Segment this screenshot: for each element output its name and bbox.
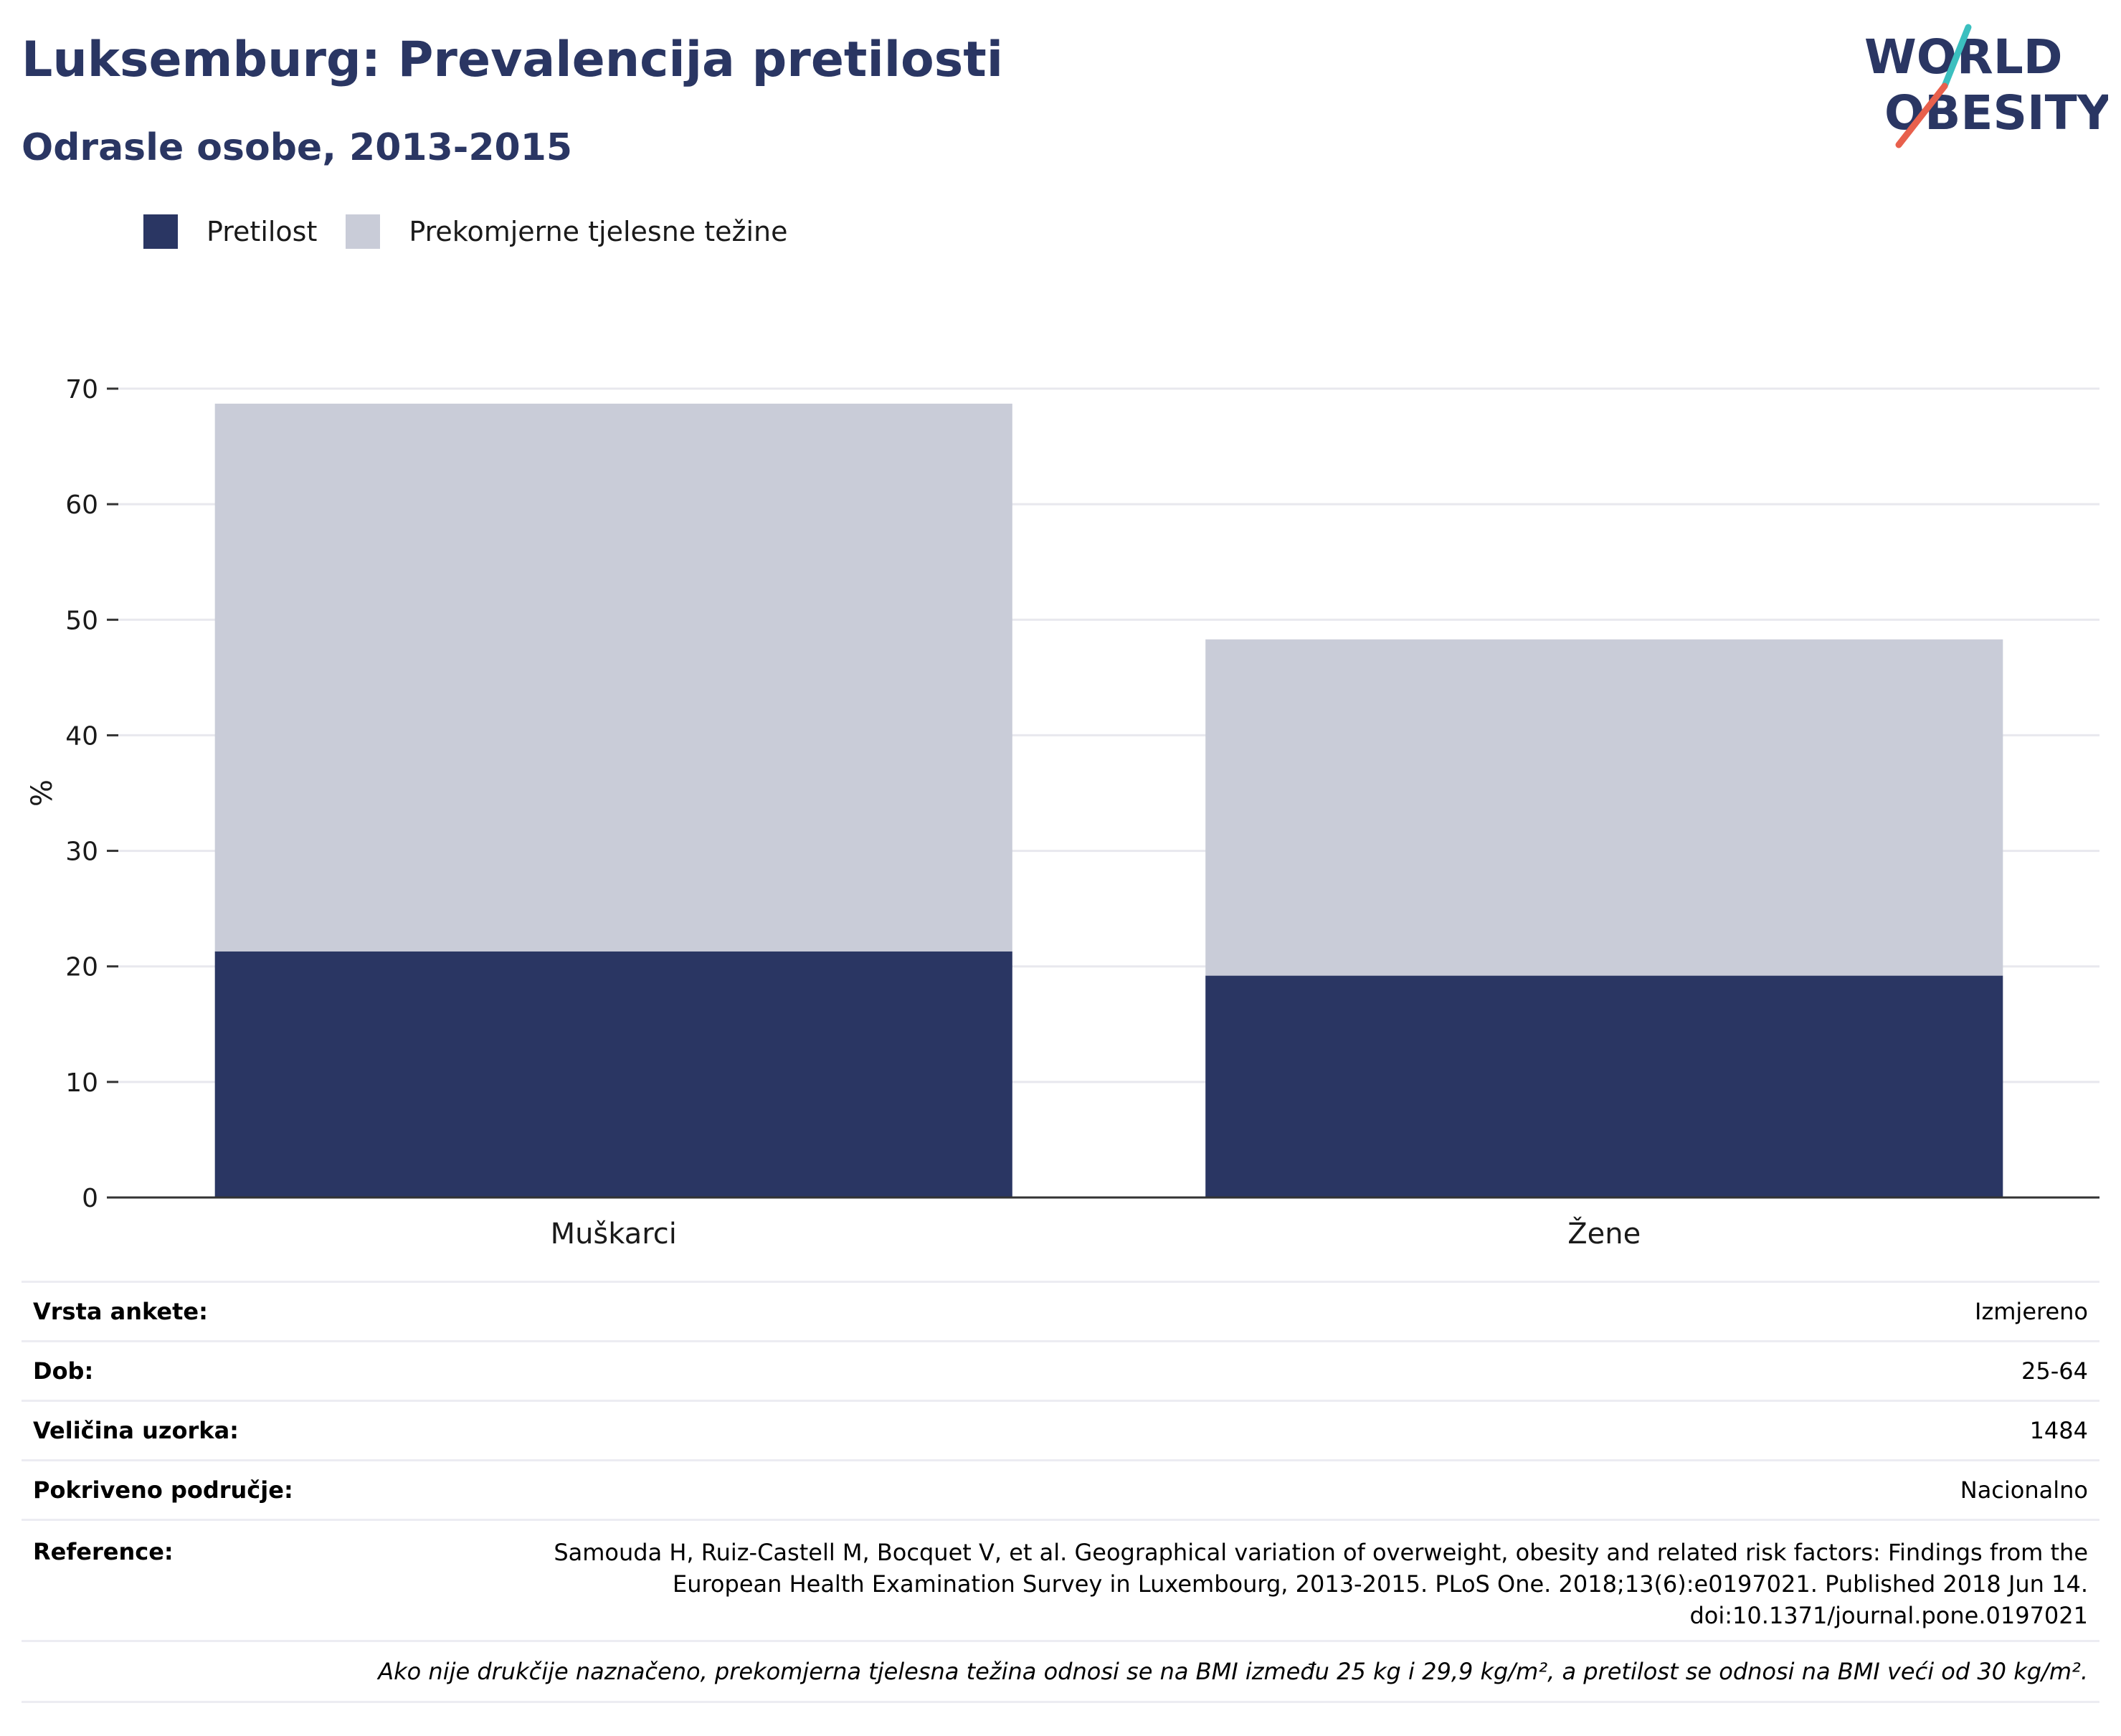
bar-obesity-1 [1205,975,2003,1197]
y-tick-label: 10 [65,1068,98,1098]
info-value: 1484 [2029,1417,2088,1444]
info-row-survey-type: Vrsta ankete: Izmjereno [22,1281,2099,1340]
survey-info-table: Vrsta ankete: Izmjereno Dob: 25-64 Velič… [22,1281,2099,1703]
logo-slash-coral [1895,82,1948,148]
y-tick-label: 20 [65,953,98,982]
bar-overweight-1 [1205,639,2003,976]
info-value: Nacionalno [1960,1476,2088,1504]
legend-swatch-obesity [143,214,178,249]
legend-item-obesity[interactable]: Pretilost [143,214,317,249]
info-row-note: Ako nije drukčije naznačeno, prekomjerna… [22,1640,2099,1703]
info-label: Veličina uzorka: [33,1417,239,1444]
world-obesity-logo: WORLD OBESITY [1864,24,2108,148]
info-label: Pokriveno područje: [33,1476,293,1504]
legend-label-obesity: Pretilost [207,216,318,247]
legend-label-overweight: Prekomjerne tjelesne težine [409,216,788,247]
bar-obesity-0 [214,951,1012,1197]
info-value: Izmjereno [1975,1298,2088,1325]
reference-line: European Health Examination Survey in Lu… [672,1570,2088,1598]
bmi-definition-note: Ako nije drukčije naznačeno, prekomjerna… [378,1658,2088,1685]
legend-item-overweight[interactable]: Prekomjerne tjelesne težine [346,214,788,249]
info-label: Reference: [33,1538,174,1565]
legend-swatch-overweight [346,214,381,249]
y-tick-label: 70 [65,375,98,404]
logo-text-obesity: OBESITY [1884,85,2108,141]
logo-slash-teal [1941,24,1972,90]
info-row-sample-size: Veličina uzorka: 1484 [22,1400,2099,1459]
x-tick-label: Žene [1567,1216,1641,1248]
bar-chart: 0 10 20 30 40 50 60 70% Muškarci Žene [26,375,2099,1248]
info-value: 25-64 [2021,1357,2088,1385]
info-row-age: Dob: 25-64 [22,1340,2099,1400]
bar-overweight-0 [214,403,1012,952]
info-row-coverage: Pokriveno područje: Nacionalno [22,1459,2099,1519]
info-label: Dob: [33,1357,94,1385]
y-tick-label: 60 [65,490,98,520]
reference-line: doi:10.1371/journal.pone.0197021 [1689,1602,2088,1629]
reference-line: Samouda H, Ruiz-Castell M, Bocquet V, et… [554,1539,2088,1566]
x-tick-label: Muškarci [551,1218,677,1248]
page-title: Luksemburg: Prevalencija pretilosti [22,32,1004,88]
y-tick-label: 40 [65,721,98,751]
info-row-reference: Reference: Samouda H, Ruiz-Castell M, Bo… [22,1519,2099,1640]
legend: Pretilost Prekomjerne tjelesne težine [143,212,817,251]
page-subtitle: Odrasle osobe, 2013-2015 [22,126,573,169]
reference-text: Samouda H, Ruiz-Castell M, Bocquet V, et… [554,1521,2099,1631]
info-label: Vrsta ankete: [33,1298,208,1325]
y-axis-label: % [26,779,59,807]
y-tick-label: 0 [82,1184,98,1213]
y-tick-label: 50 [65,606,98,635]
y-tick-label: 30 [65,838,98,867]
